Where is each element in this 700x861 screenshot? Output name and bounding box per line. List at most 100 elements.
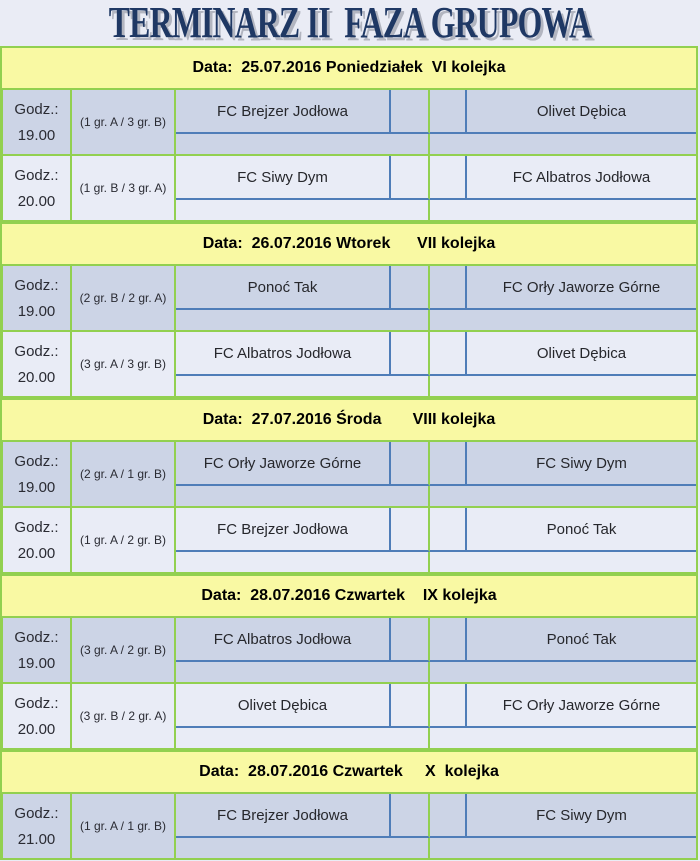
time-value: 20.00 [17, 720, 56, 738]
home-score-box [391, 442, 430, 486]
time-value: 20.00 [17, 368, 56, 386]
time-value: 20.00 [17, 192, 56, 210]
home-empty-strip [176, 662, 430, 682]
time-value: 19.00 [17, 654, 56, 672]
away-score-box [430, 156, 467, 200]
home-team-cell: Olivet Dębica [176, 684, 391, 728]
time-value: 20.00 [17, 544, 56, 562]
away-team-cell: FC Siwy Dym [467, 442, 696, 486]
time-label: Godz.: [14, 276, 59, 294]
away-team-cell: Ponoć Tak [467, 508, 696, 552]
away-score-box [430, 90, 467, 134]
match-row: Godz.: 20.00 (3 gr. A / 3 gr. B) FC Alba… [0, 332, 698, 398]
time-value: 19.00 [17, 478, 56, 496]
home-score-box [391, 794, 430, 838]
time-cell: Godz.: 20.00 [3, 332, 72, 396]
date-banner-label: Data: 25.07.2016 Poniedziałek VI kolejka [192, 59, 506, 76]
home-score-box [391, 618, 430, 662]
away-score-box [430, 442, 467, 486]
time-label: Godz.: [14, 342, 59, 360]
time-value: 19.00 [17, 126, 56, 144]
time-cell: Godz.: 20.00 [3, 156, 72, 220]
time-cell: Godz.: 20.00 [3, 684, 72, 748]
time-cell: Godz.: 19.00 [3, 618, 72, 682]
away-empty-strip [430, 486, 696, 506]
date-banner: Data: 28.07.2016 Czwartek IX kolejka [0, 574, 698, 618]
match-row: Godz.: 20.00 (1 gr. A / 2 gr. B) FC Brej… [0, 508, 698, 574]
away-team-cell: Olivet Dębica [467, 332, 696, 376]
date-banner-label: Data: 27.07.2016 Środa VIII kolejka [202, 411, 496, 428]
match-row: Godz.: 19.00 (2 gr. B / 2 gr. A) Ponoć T… [0, 266, 698, 332]
away-team-cell: Ponoć Tak [467, 618, 696, 662]
home-team-cell: FC Brejzer Jodłowa [176, 508, 391, 552]
home-empty-strip [176, 134, 430, 154]
time-cell: Godz.: 20.00 [3, 508, 72, 572]
groups-cell: (1 gr. A / 3 gr. B) [72, 90, 176, 154]
away-score-box [430, 794, 467, 838]
date-banner: Data: 28.07.2016 Czwartek X kolejka [0, 750, 698, 794]
match-row: Godz.: 19.00 (1 gr. A / 3 gr. B) FC Brej… [0, 90, 698, 156]
home-team-cell: FC Albatros Jodłowa [176, 618, 391, 662]
date-banner: Data: 27.07.2016 Środa VIII kolejka [0, 398, 698, 442]
time-value: 19.00 [17, 302, 56, 320]
away-team-cell: FC Albatros Jodłowa [467, 156, 696, 200]
home-team-cell: FC Brejzer Jodłowa [176, 90, 391, 134]
away-score-box [430, 266, 467, 310]
groups-cell: (3 gr. A / 3 gr. B) [72, 332, 176, 396]
groups-cell: (2 gr. A / 1 gr. B) [72, 442, 176, 506]
time-label: Godz.: [14, 100, 59, 118]
time-value: 21.00 [17, 830, 56, 848]
date-banner-label: Data: 28.07.2016 Czwartek X kolejka [199, 763, 499, 780]
away-score-box [430, 618, 467, 662]
match-row: Godz.: 19.00 (2 gr. A / 1 gr. B) FC Orły… [0, 442, 698, 508]
away-score-box [430, 684, 467, 728]
home-empty-strip [176, 200, 430, 220]
away-team-cell: Olivet Dębica [467, 90, 696, 134]
home-empty-strip [176, 728, 430, 748]
home-team-cell: FC Brejzer Jodłowa [176, 794, 391, 838]
away-team-cell: FC Orły Jaworze Górne [467, 266, 696, 310]
groups-cell: (2 gr. B / 2 gr. A) [72, 266, 176, 330]
away-team-cell: FC Siwy Dym [467, 794, 696, 838]
time-label: Godz.: [14, 628, 59, 646]
time-cell: Godz.: 21.00 [3, 794, 72, 858]
home-empty-strip [176, 838, 430, 858]
groups-cell: (1 gr. B / 3 gr. A) [72, 156, 176, 220]
home-empty-strip [176, 376, 430, 396]
groups-cell: (1 gr. A / 2 gr. B) [72, 508, 176, 572]
time-label: Godz.: [14, 694, 59, 712]
away-empty-strip [430, 838, 696, 858]
date-banner-label: Data: 26.07.2016 Wtorek VII kolejka [202, 235, 496, 252]
away-score-box [430, 508, 467, 552]
home-empty-strip [176, 310, 430, 330]
away-empty-strip [430, 728, 696, 748]
home-score-box [391, 90, 430, 134]
home-team-cell: FC Orły Jaworze Górne [176, 442, 391, 486]
time-cell: Godz.: 19.00 [3, 266, 72, 330]
page-title: TERMINARZ II FAZA GRUPOWA [108, 0, 592, 47]
time-label: Godz.: [14, 518, 59, 536]
away-empty-strip [430, 310, 696, 330]
away-empty-strip [430, 134, 696, 154]
home-score-box [391, 266, 430, 310]
date-banner: Data: 25.07.2016 Poniedziałek VI kolejka [0, 46, 698, 90]
groups-cell: (1 gr. A / 1 gr. B) [72, 794, 176, 858]
home-team-cell: Ponoć Tak [176, 266, 391, 310]
match-row: Godz.: 21.00 (1 gr. A / 1 gr. B) FC Brej… [0, 794, 698, 860]
home-empty-strip [176, 552, 430, 572]
groups-cell: (3 gr. B / 2 gr. A) [72, 684, 176, 748]
time-label: Godz.: [14, 804, 59, 822]
away-empty-strip [430, 662, 696, 682]
away-empty-strip [430, 552, 696, 572]
home-score-box [391, 508, 430, 552]
match-row: Godz.: 19.00 (3 gr. A / 2 gr. B) FC Alba… [0, 618, 698, 684]
match-row: Godz.: 20.00 (1 gr. B / 3 gr. A) FC Siwy… [0, 156, 698, 222]
time-cell: Godz.: 19.00 [3, 90, 72, 154]
match-row: Godz.: 20.00 (3 gr. B / 2 gr. A) Olivet … [0, 684, 698, 750]
time-cell: Godz.: 19.00 [3, 442, 72, 506]
home-empty-strip [176, 486, 430, 506]
home-team-cell: FC Siwy Dym [176, 156, 391, 200]
date-banner: Data: 26.07.2016 Wtorek VII kolejka [0, 222, 698, 266]
home-score-box [391, 156, 430, 200]
away-team-cell: FC Orły Jaworze Górne [467, 684, 696, 728]
